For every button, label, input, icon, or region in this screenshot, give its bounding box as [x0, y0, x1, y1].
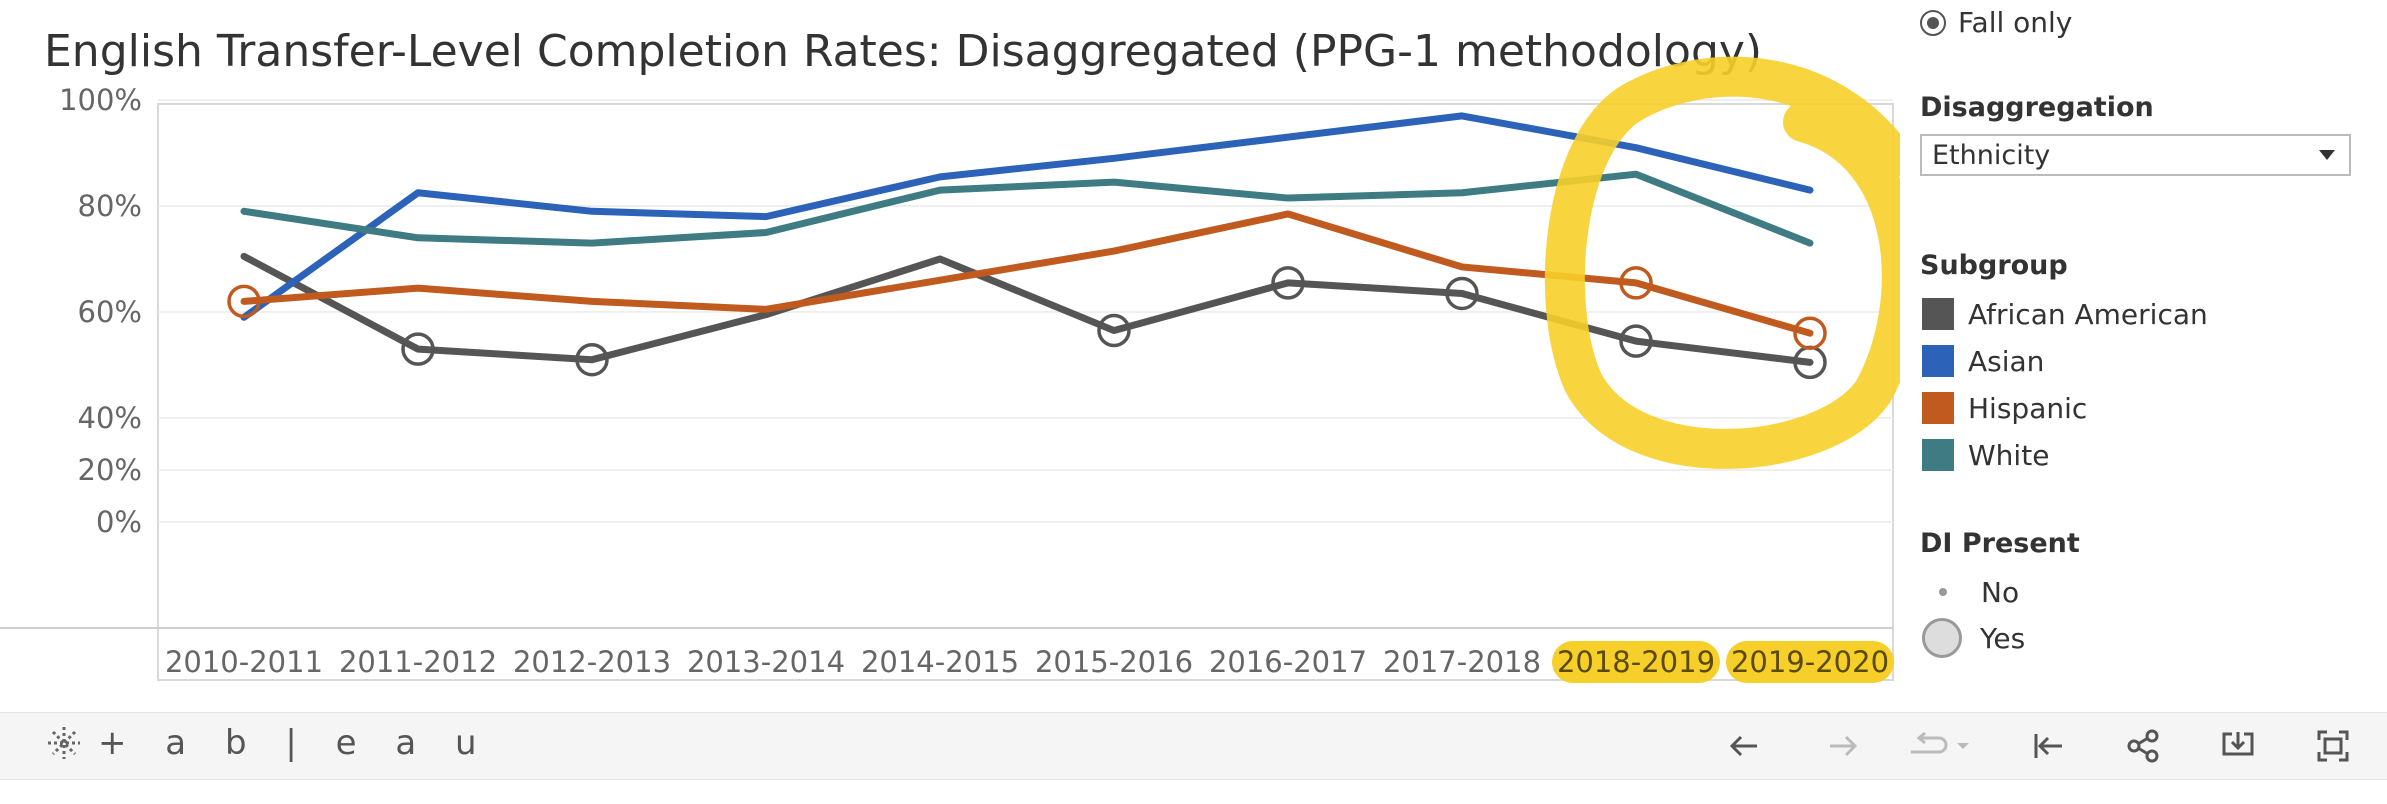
di-marker: [1619, 324, 1653, 358]
reset-icon[interactable]: [2028, 726, 2068, 766]
category-highlight: [1552, 641, 1720, 683]
line-chart: English Transfer-Level Completion Rates:…: [0, 26, 1900, 683]
y-tick-label: 0%: [96, 505, 142, 539]
x-tick-label: 2011-2012: [339, 645, 497, 679]
tableau-cross-icon: [48, 727, 80, 759]
y-tick-label: 60%: [78, 295, 142, 329]
disaggregation-heading: Disaggregation: [1920, 92, 2154, 123]
legend-label: African American: [1968, 297, 2208, 331]
filter-sidebar: Fall only Disaggregation Ethnicity Subgr…: [1908, 0, 2351, 700]
di-yes-label: Yes: [1980, 621, 2026, 655]
di-marker: [227, 284, 261, 319]
y-axis: 0% 20% 40% 60% 80% 100%: [59, 83, 142, 539]
download-icon[interactable]: [2218, 726, 2258, 766]
tableau-wordmark: + a b | e a u: [98, 723, 491, 763]
undo-icon[interactable]: [1725, 726, 1765, 766]
legend-swatch: [1922, 392, 1954, 424]
di-legend-no[interactable]: No: [1922, 570, 2019, 614]
fall-only-option[interactable]: Fall only: [1920, 6, 2072, 39]
subgroup-heading: Subgroup: [1920, 250, 2068, 281]
y-tick-label: 100%: [59, 83, 142, 117]
di-marker: [1619, 266, 1653, 300]
highlight-stroke: [1544, 56, 1900, 469]
redo-icon[interactable]: [1822, 726, 1862, 766]
di-markers: [227, 266, 1827, 380]
legend-item-asian[interactable]: Asian: [1922, 343, 2044, 379]
di-marker: [1097, 313, 1131, 348]
legend-item-white[interactable]: White: [1922, 437, 2049, 473]
x-tick-label: 2018-2019: [1557, 645, 1715, 679]
x-tick-label: 2016-2017: [1209, 645, 1367, 679]
legend-label: Hispanic: [1968, 391, 2088, 425]
y-tick-label: 40%: [78, 401, 142, 435]
di-present-heading: DI Present: [1920, 528, 2080, 559]
legend-swatch: [1922, 298, 1954, 330]
x-axis: 2010-2011 2011-2012 2012-2013 2013-2014 2014…: [165, 645, 1889, 679]
revert-icon[interactable]: [1905, 726, 1975, 766]
legend-swatch: [1922, 345, 1954, 377]
caret-down-icon[interactable]: [2319, 150, 2335, 160]
x-tick-label: 2015-2016: [1035, 645, 1193, 679]
x-tick-label: 2010-2011: [165, 645, 323, 679]
series-line: [240, 170, 1814, 247]
radio-label: Fall only: [1958, 6, 2073, 39]
small-dot-icon: [1939, 588, 1947, 596]
di-marker: [1445, 276, 1479, 311]
share-icon[interactable]: [2123, 726, 2163, 766]
di-marker: [1793, 316, 1827, 350]
radio-selected-icon[interactable]: [1920, 9, 1946, 36]
legend-label: White: [1968, 438, 2050, 472]
highlight-circle: [1544, 56, 1900, 469]
dropdown-value: Ethnicity: [1932, 139, 2051, 171]
highlight-layer: [1552, 641, 1894, 683]
tableau-toolbar: + a b | e a u: [0, 712, 2387, 780]
large-circle-icon: [1922, 618, 1962, 658]
legend-item-hispanic[interactable]: Hispanic: [1922, 390, 2087, 426]
x-tick-label: 2013-2014: [687, 645, 845, 679]
series-line: [240, 112, 1814, 321]
legend-item-african-american[interactable]: African American: [1922, 296, 2208, 332]
chart-title: English Transfer-Level Completion Rates:…: [44, 26, 1762, 77]
legend-label: Asian: [1968, 344, 2045, 378]
fullscreen-icon[interactable]: [2313, 726, 2353, 766]
gridlines: [158, 99, 1893, 523]
tableau-logo[interactable]: + a b | e a u: [44, 723, 491, 763]
di-marker: [1271, 266, 1305, 300]
di-marker: [401, 332, 435, 366]
x-tick-label: 2012-2013: [513, 645, 671, 679]
di-no-label: No: [1981, 575, 2020, 609]
x-tick-label: 2017-2018: [1383, 645, 1541, 679]
di-marker: [575, 342, 609, 377]
di-legend-yes[interactable]: Yes: [1922, 616, 2025, 660]
disaggregation-dropdown[interactable]: Ethnicity: [1920, 134, 2351, 176]
y-tick-label: 20%: [78, 453, 142, 487]
legend-swatch: [1922, 439, 1954, 471]
category-highlight: [1726, 641, 1894, 683]
y-tick-label: 80%: [78, 189, 142, 223]
x-tick-label: 2014-2015: [861, 645, 1019, 679]
x-tick-label: 2019-2020: [1731, 645, 1889, 679]
